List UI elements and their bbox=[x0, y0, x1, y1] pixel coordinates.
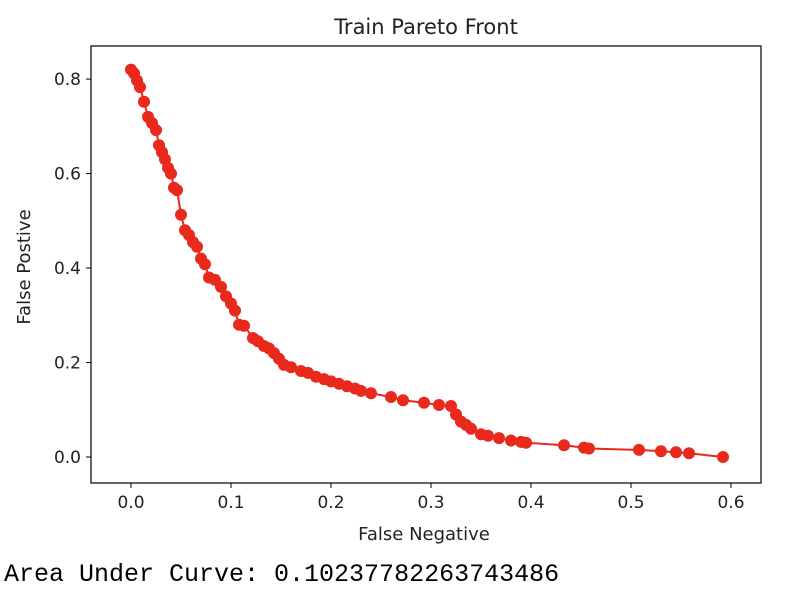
data-point bbox=[717, 451, 729, 463]
plot-area-frame bbox=[90, 45, 762, 484]
data-point bbox=[199, 258, 211, 271]
data-point bbox=[365, 387, 377, 400]
data-point bbox=[558, 439, 570, 452]
series-layer bbox=[125, 63, 729, 463]
data-point bbox=[670, 446, 682, 459]
x-tick-label: 0.2 bbox=[317, 493, 344, 513]
data-point bbox=[165, 167, 177, 180]
data-point bbox=[493, 432, 505, 445]
data-point bbox=[191, 240, 203, 253]
data-point bbox=[465, 422, 477, 435]
data-point bbox=[215, 280, 227, 293]
data-point bbox=[482, 429, 494, 442]
x-tick-label: 0.1 bbox=[217, 493, 244, 513]
pareto-chart: Train Pareto Front 0.0 0.1 0.2 0.3 0.4 0.5 0.6… bbox=[14, 15, 762, 545]
data-point bbox=[520, 436, 532, 449]
data-point bbox=[238, 319, 250, 332]
data-point bbox=[433, 399, 445, 411]
data-point bbox=[583, 442, 595, 455]
data-point bbox=[285, 361, 297, 374]
x-axis-ticks: 0.0 0.1 0.2 0.3 0.4 0.5 0.6 bbox=[117, 483, 745, 513]
data-point bbox=[175, 208, 187, 221]
auc-readout: Area Under Curve: 0.10237782263743486 bbox=[4, 560, 560, 589]
y-axis-ticks: 0.0 0.2 0.4 0.6 0.8 bbox=[54, 70, 91, 468]
y-tick-label: 0.6 bbox=[54, 165, 81, 185]
data-point bbox=[134, 81, 146, 94]
data-point bbox=[229, 304, 241, 317]
data-point bbox=[418, 396, 430, 409]
y-tick-label: 0.4 bbox=[54, 259, 81, 279]
data-point bbox=[150, 124, 162, 137]
data-point bbox=[355, 384, 367, 397]
y-axis-label: False Postive bbox=[14, 209, 35, 324]
x-tick-label: 0.4 bbox=[517, 493, 544, 513]
x-axis-label: False Negative bbox=[358, 524, 490, 545]
x-tick-label: 0.6 bbox=[717, 493, 744, 513]
y-tick-label: 0.2 bbox=[54, 354, 81, 374]
data-point bbox=[171, 184, 183, 197]
x-tick-label: 0.3 bbox=[417, 493, 444, 513]
data-point bbox=[633, 443, 645, 456]
chart-title: Train Pareto Front bbox=[333, 15, 518, 39]
x-tick-label: 0.5 bbox=[617, 493, 644, 513]
data-point bbox=[505, 434, 517, 447]
y-tick-label: 0.8 bbox=[54, 70, 81, 90]
data-point bbox=[655, 445, 667, 458]
x-tick-label: 0.0 bbox=[117, 493, 144, 513]
data-point bbox=[397, 394, 409, 407]
data-point bbox=[385, 391, 397, 403]
y-tick-label: 0.0 bbox=[54, 448, 81, 468]
data-point bbox=[683, 447, 695, 460]
data-point bbox=[138, 95, 150, 108]
